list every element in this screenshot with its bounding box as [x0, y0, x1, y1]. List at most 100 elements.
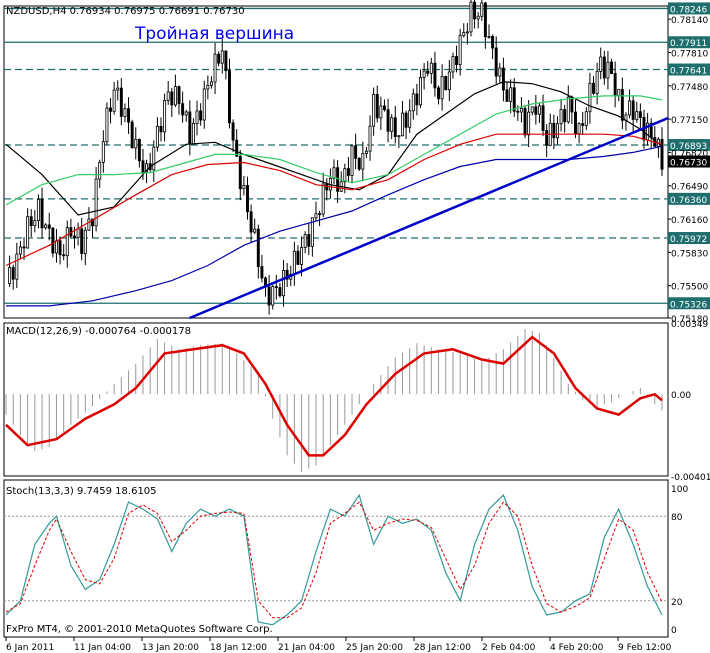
- candle-body: [227, 70, 231, 124]
- time-tick-label: 13 Jan 20:00: [142, 643, 199, 653]
- candle-body: [307, 234, 311, 247]
- time-tick-label: 25 Jan 20:00: [346, 643, 403, 653]
- candle-body: [318, 213, 322, 216]
- candle-body: [581, 123, 585, 126]
- candle-body: [26, 216, 30, 249]
- candle-body: [105, 107, 109, 143]
- candle-body: [98, 161, 102, 180]
- candle-body: [22, 246, 26, 249]
- candle-body: [278, 287, 282, 297]
- candle-body: [87, 218, 91, 231]
- candle-body: [109, 107, 113, 112]
- candle-body: [537, 105, 541, 115]
- candle-body: [566, 96, 570, 123]
- candle-body: [119, 87, 123, 117]
- level-label: 0.77641: [670, 67, 707, 77]
- level-label-bg: [668, 297, 710, 310]
- candle-body: [314, 213, 318, 219]
- candle-body: [419, 77, 422, 106]
- candle-body: [209, 81, 213, 86]
- candle-body: [541, 105, 545, 131]
- candle-body: [256, 228, 260, 267]
- candle-body: [134, 138, 138, 149]
- candle-body: [76, 228, 80, 239]
- candle-body: [346, 168, 350, 176]
- candle-body: [83, 229, 87, 254]
- candle-body: [321, 183, 325, 215]
- candle-body: [429, 62, 433, 74]
- candle-body: [260, 266, 264, 279]
- candle-body: [112, 89, 116, 112]
- candle-body: [462, 32, 466, 36]
- candle-body: [36, 198, 40, 221]
- stoch-tick-label: 80: [671, 513, 683, 523]
- candle-body: [73, 235, 76, 239]
- macd-tick-label: 0.00349: [671, 320, 708, 330]
- candle-body: [184, 111, 188, 116]
- candle-body: [393, 117, 397, 137]
- candle-body: [559, 109, 563, 125]
- candle-body: [494, 47, 498, 77]
- price-tick-label: 0.76490: [671, 183, 708, 193]
- candle-body: [343, 168, 347, 183]
- candle-body: [368, 125, 372, 152]
- price-tick-label: 0.76160: [671, 216, 708, 226]
- candle-body: [617, 89, 621, 96]
- candle-body: [145, 163, 149, 173]
- candle-body: [574, 111, 577, 135]
- candle-body: [465, 31, 469, 34]
- candle-body: [116, 87, 120, 91]
- pattern-title: Тройная вершина: [134, 24, 294, 44]
- candle-body: [51, 227, 55, 254]
- level-label: 0.77911: [670, 39, 707, 49]
- candle-body: [480, 2, 484, 17]
- candle-body: [455, 56, 459, 65]
- candle-body: [555, 123, 559, 139]
- price-tick-label: 0.75180: [671, 315, 708, 325]
- price-tick-label: 0.77810: [671, 49, 708, 59]
- panel-frame-2: [3, 479, 669, 638]
- stoch-label: Stoch(13,3,3) 9.7459 18.6105: [6, 486, 157, 497]
- candle-body: [602, 56, 606, 79]
- candle-body: [458, 35, 462, 65]
- candle-body: [29, 216, 33, 227]
- macd-signal-line: [5, 335, 663, 457]
- candle-body: [249, 211, 253, 233]
- candle-body: [33, 220, 37, 227]
- candle-body: [94, 178, 98, 227]
- time-tick-label: 4 Feb 20:00: [550, 643, 604, 653]
- candle-body: [592, 82, 595, 94]
- candle-body: [137, 138, 141, 162]
- price-tick-label: 0.76820: [671, 149, 708, 159]
- candle-body: [220, 50, 224, 64]
- candle-body: [530, 106, 534, 113]
- candle-body: [235, 139, 239, 157]
- ma_green-line: [5, 95, 663, 206]
- time-tick-label: 18 Jan 12:00: [210, 643, 267, 653]
- candle-body: [62, 254, 66, 257]
- trendline: [189, 116, 669, 320]
- candle-body: [177, 86, 181, 105]
- candle-body: [411, 93, 415, 112]
- candle-body: [595, 70, 599, 94]
- candle-body: [11, 267, 15, 280]
- candle-body: [487, 36, 491, 38]
- current-price-bg: [668, 155, 710, 168]
- candle-body: [267, 286, 271, 306]
- horizontal-levels: 0.78246 0.77911 0.77641 0.76893 0.76360 0.759…: [4, 2, 710, 310]
- candle-body: [563, 109, 567, 123]
- time-tick-label: 28 Jan 12:00: [414, 643, 471, 653]
- candle-body: [300, 247, 304, 265]
- copyright: FxPro MT4, © 2001-2010 MetaQuotes Softwa…: [6, 624, 273, 635]
- candle-body: [44, 224, 48, 229]
- panel-frame-1: [3, 322, 669, 477]
- candle-body: [386, 109, 390, 132]
- axes: 0.78140 0.77810 0.77480 0.77150 0.76820 0.764…: [5, 16, 708, 653]
- candle-body: [447, 71, 451, 91]
- candle-body: [628, 100, 632, 116]
- candle-body: [274, 286, 278, 288]
- symbol-info: NZDUSD,H4 0.76934 0.76975 0.76691 0.7673…: [6, 6, 245, 17]
- candle-body: [440, 76, 444, 100]
- candle-body: [613, 73, 617, 96]
- candle-body: [415, 93, 419, 106]
